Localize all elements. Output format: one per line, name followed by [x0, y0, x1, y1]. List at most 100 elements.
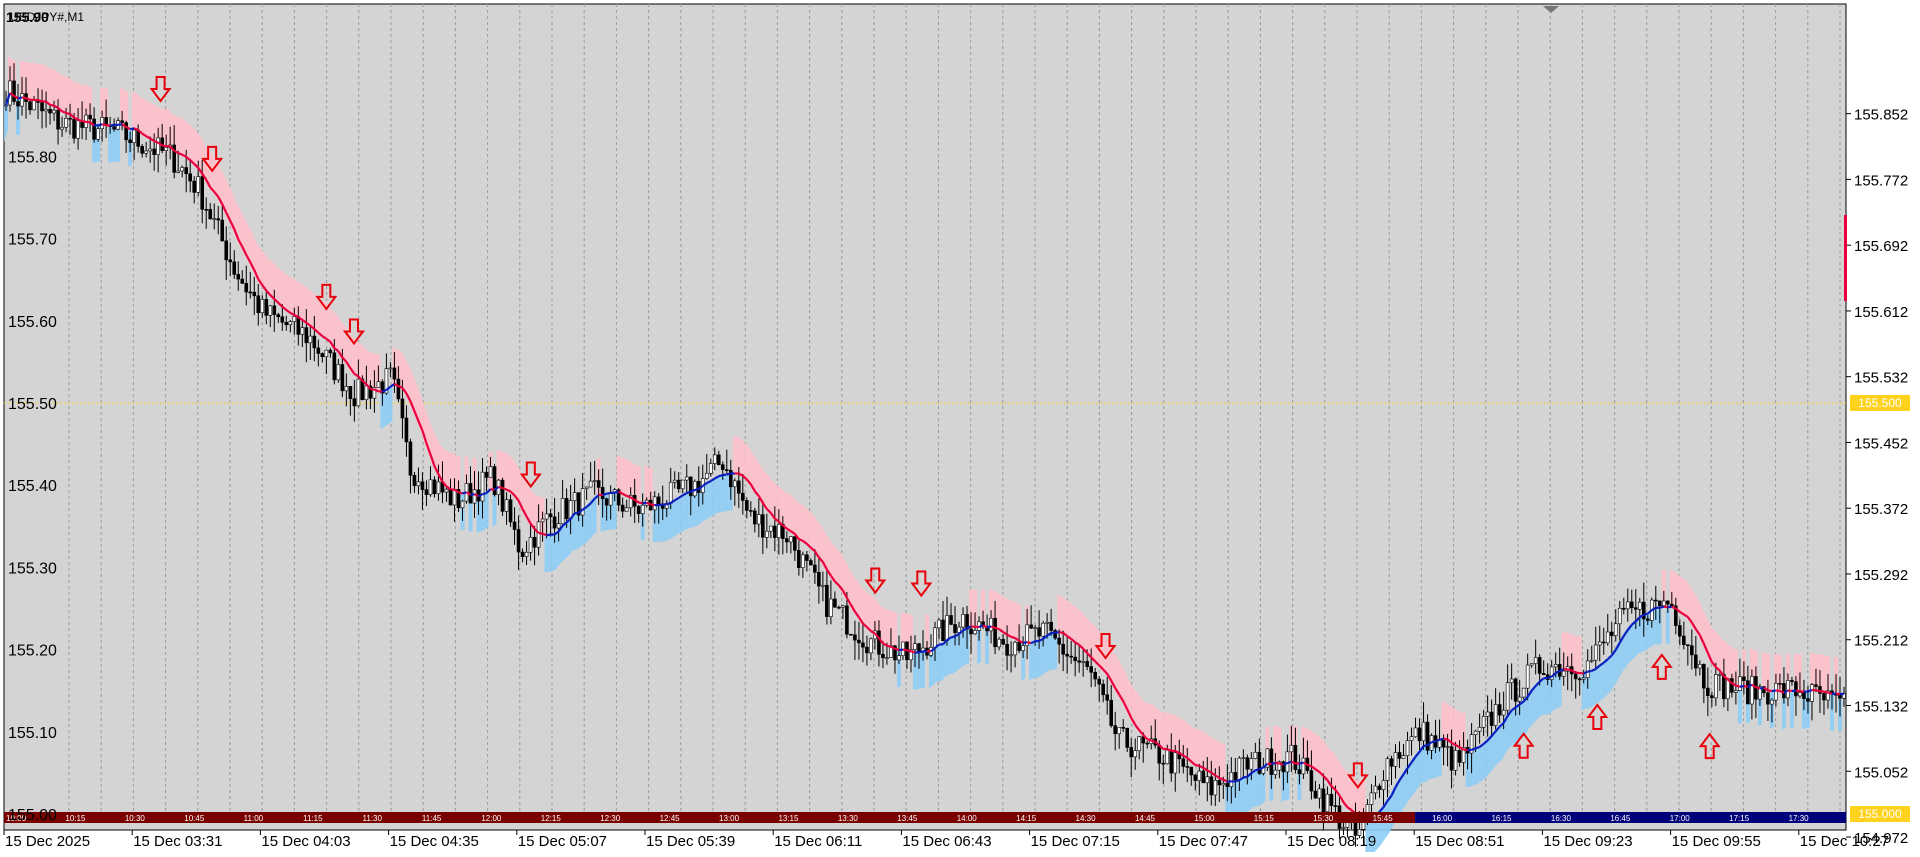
candle-body	[185, 168, 188, 174]
session-label: 13:15	[778, 814, 799, 823]
candle-body	[1562, 671, 1565, 676]
candle-body	[481, 472, 484, 501]
ma-segment-down	[995, 628, 999, 629]
band-segment-up	[937, 644, 941, 681]
candle-body	[1534, 657, 1537, 663]
band-segment-up	[585, 503, 589, 544]
candle-body	[1014, 642, 1017, 655]
session-bar-blue	[1415, 812, 1846, 823]
band-segment-down	[801, 504, 805, 544]
candle-body	[1502, 710, 1505, 715]
candle-body	[825, 585, 828, 616]
session-label: 17:30	[1789, 814, 1810, 823]
candle-body	[1790, 680, 1793, 681]
ma-segment-down	[86, 122, 90, 123]
plot-area[interactable]	[4, 4, 1846, 830]
ma-segment-down	[106, 125, 110, 126]
ma-segment-down	[26, 98, 30, 100]
ma-segment-up	[687, 492, 691, 493]
time-axis-label: 15 Dec 05:39	[646, 833, 735, 850]
ma-segment-down	[887, 646, 891, 647]
band-segment-up	[1790, 691, 1794, 728]
candle-body	[713, 455, 716, 464]
candle-body	[1522, 688, 1525, 697]
candle-body	[757, 515, 760, 524]
candle-body	[61, 127, 64, 129]
candle-body	[1166, 750, 1169, 763]
ma-segment-up	[18, 97, 22, 98]
candle-body	[1478, 727, 1481, 731]
candle-body	[1814, 685, 1817, 687]
candle-body	[501, 480, 504, 511]
candle-body	[938, 620, 941, 628]
candle-body	[1246, 758, 1249, 770]
candle-body	[1254, 752, 1257, 758]
candle-body	[345, 386, 348, 390]
candle-body	[473, 490, 476, 503]
ma-segment-down	[102, 124, 106, 125]
session-label: 12:45	[660, 814, 681, 823]
candle-body	[333, 353, 336, 380]
ma-segment-up	[462, 492, 466, 493]
band-segment-down	[1009, 600, 1013, 638]
candle-body	[1526, 665, 1529, 688]
band-segment-down	[132, 91, 136, 130]
candle-body	[1706, 688, 1709, 696]
candle-body	[593, 481, 596, 482]
candle-body	[1658, 601, 1661, 606]
candle-body	[777, 524, 780, 537]
band-segment-up	[549, 535, 553, 572]
candle-body	[1382, 780, 1385, 789]
candle-body	[1610, 632, 1613, 636]
candle-body	[1370, 793, 1373, 805]
candle-body	[1686, 645, 1689, 646]
ma-segment-up	[1424, 745, 1428, 746]
candle-body	[1310, 771, 1313, 791]
candle-body	[1618, 608, 1621, 623]
candle-body	[1702, 664, 1705, 688]
candle-body	[97, 129, 100, 140]
ma-segment-down	[911, 651, 915, 652]
band-segment-up	[1482, 741, 1486, 781]
band-segment-down	[789, 494, 793, 534]
candle-body	[1458, 750, 1461, 762]
band-segment-down	[1065, 599, 1069, 639]
candle-body	[237, 274, 240, 279]
candle-body	[57, 110, 60, 129]
candle-body	[869, 639, 872, 653]
band-segment-up	[1253, 769, 1257, 807]
candle-body	[73, 119, 76, 138]
band-segment-down	[148, 101, 152, 141]
band-segment-down	[1057, 595, 1061, 633]
candle-body	[1390, 759, 1393, 767]
candle-body	[253, 292, 256, 296]
candle-body	[1730, 679, 1733, 693]
candle-body	[1038, 628, 1041, 637]
candle-body	[1778, 683, 1781, 684]
candle-body	[1578, 679, 1581, 680]
candle-body	[705, 473, 708, 478]
candle-body	[141, 146, 144, 153]
session-label: 10:30	[125, 814, 146, 823]
candle-body	[589, 481, 592, 487]
band-segment-down	[893, 612, 897, 650]
band-segment-up	[949, 636, 953, 674]
candle-body	[537, 522, 540, 547]
ma-segment-down	[503, 488, 507, 490]
candle-body	[1634, 608, 1637, 610]
candle-body	[1482, 716, 1485, 727]
band-segment-down	[885, 609, 889, 647]
candle-body	[833, 599, 836, 607]
candle-body	[529, 537, 532, 552]
candle-body	[1810, 685, 1813, 702]
candle-body	[305, 328, 308, 343]
candle-body	[974, 630, 977, 633]
band-segment-up	[685, 492, 689, 530]
candle-body	[693, 481, 696, 496]
candle-body	[1454, 750, 1457, 770]
candle-body	[1838, 695, 1841, 698]
band-segment-down	[1221, 743, 1225, 782]
time-axis-label: 15 Dec 07:47	[1159, 833, 1248, 850]
